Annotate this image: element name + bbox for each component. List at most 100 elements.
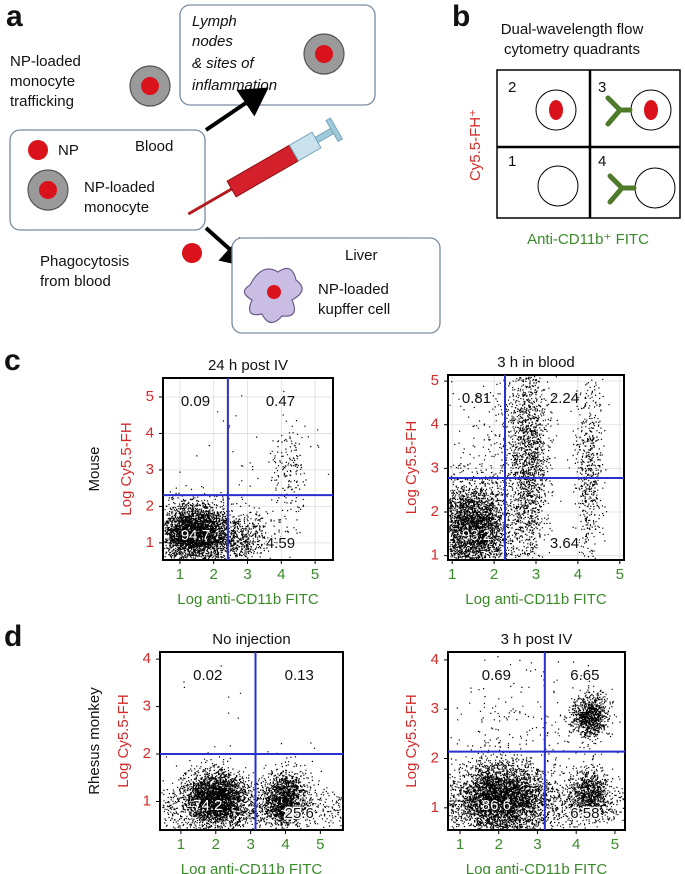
quadrant-value: 0.02: [193, 667, 222, 684]
y-tick-label: 4: [431, 651, 439, 668]
y-tick-label: 4: [431, 416, 439, 433]
x-tick-label: 1: [448, 566, 456, 583]
text-line: NP-loaded: [84, 179, 155, 196]
x-tick-label: 2: [490, 566, 498, 583]
x-axis-label: Log anti-CD11b FITC: [177, 591, 319, 608]
x-tick-label: 4: [572, 836, 580, 853]
panel-a: a NP-loaded monocyte trafficking Lymph n…: [6, 0, 441, 334]
y-tick-label: 1: [431, 547, 439, 564]
x-axis-label: Log anti-CD11b FITC: [465, 591, 607, 608]
plot-frame: [162, 377, 334, 561]
monocyte-icon: [129, 65, 171, 107]
cell-icon: [537, 165, 579, 207]
flow-plot: 1 2 3 4 5 1 2 3 4 5 24 h post IV Log anti-CD11b FIT…: [118, 357, 334, 608]
text-line: Dual-wavelength flow: [501, 21, 644, 38]
arrow: [204, 87, 269, 132]
x-tick-label: 5: [316, 836, 324, 853]
x-tick-label: 2: [210, 566, 218, 583]
y-tick-label: 3: [143, 698, 151, 715]
quadrant-value: 2.24: [550, 390, 579, 407]
x-tick-label: 3: [532, 566, 540, 583]
text-line: inflammation: [192, 77, 277, 94]
y-tick-label: 3: [146, 461, 154, 478]
quadrant-value: 0.13: [285, 667, 314, 684]
text-line: & sites of: [192, 55, 256, 72]
antibody-icon: [605, 95, 633, 127]
cell-events: [164, 390, 330, 560]
quadrant-value: 4.59: [266, 535, 295, 552]
np-icon: [644, 100, 658, 120]
axis-label: Cy5.5-FH⁺: [467, 109, 484, 181]
panel-label: c: [4, 344, 21, 377]
plot-frame: [159, 651, 344, 831]
text-line: NP-loaded: [318, 281, 389, 298]
cell-events: [161, 665, 342, 830]
quadrant-number: 4: [598, 153, 606, 170]
monocyte-icon: [27, 169, 69, 211]
panel-label: d: [4, 620, 22, 653]
text-line: monocyte: [10, 73, 75, 90]
x-axis-label: Log anti-CD11b FITC: [181, 861, 323, 874]
panel-label: b: [452, 0, 470, 33]
text-line: NP-loaded: [10, 53, 81, 70]
y-tick-label: 1: [143, 792, 151, 809]
text-line: kupffer cell: [318, 301, 390, 318]
quadrant-value: 6.65: [570, 667, 599, 684]
panel-label: a: [6, 0, 23, 33]
y-tick-label: 2: [143, 745, 151, 762]
syringe: [187, 117, 344, 216]
panel-b: b Dual-wavelength flow cytometry quadran…: [452, 0, 681, 248]
x-tick-label: 4: [277, 566, 285, 583]
x-tick-label: 3: [246, 836, 254, 853]
monocyte-icon: [303, 33, 345, 75]
y-tick-label: 1: [431, 799, 439, 816]
x-tick-label: 4: [281, 836, 289, 853]
quadrant-value: 6.58: [570, 805, 599, 822]
y-tick-label: 2: [431, 503, 439, 520]
quadrant-value: 0.09: [181, 393, 210, 410]
y-tick-label: 3: [431, 459, 439, 476]
y-tick-label: 4: [143, 650, 151, 667]
quadrant-value: 0.81: [462, 390, 491, 407]
x-tick-label: 4: [574, 566, 582, 583]
quadrant-value: 86.6: [482, 797, 511, 814]
text-line: NP: [58, 142, 79, 159]
cell-events: [449, 376, 610, 560]
y-axis-label: Log Cy5.5-FH: [403, 421, 420, 514]
np-icon: [182, 243, 202, 263]
x-tick-label: 5: [616, 566, 624, 583]
y-tick-label: 1: [146, 534, 154, 551]
text-line: monocyte: [84, 199, 149, 216]
y-tick-label: 2: [431, 749, 439, 766]
x-tick-label: 2: [495, 836, 503, 853]
text-line: from blood: [40, 273, 111, 290]
row-label: Rhesus monkey: [86, 687, 103, 795]
text-line: Lymph: [192, 13, 237, 30]
lymph-box: [179, 4, 376, 106]
x-tick-label: 3: [533, 836, 541, 853]
text-line: cytometry quadrants: [504, 41, 640, 58]
plot-title: 3 h post IV: [501, 631, 573, 648]
text-line: trafficking: [10, 93, 74, 110]
y-axis-label: Log Cy5.5-FH: [118, 422, 135, 515]
quadrant-value: 25.6: [285, 805, 314, 822]
np-icon: [267, 285, 281, 299]
y-tick-label: 3: [431, 700, 439, 717]
y-tick-label: 2: [146, 497, 154, 514]
flow-plot: 1 2 3 4 5 1 2 3 4 No injection Log anti-CD11b FITC…: [115, 631, 344, 874]
axis-label: Anti-CD11b⁺ FITC: [527, 231, 649, 248]
y-tick-label: 4: [146, 424, 154, 441]
x-tick-label: 5: [611, 836, 619, 853]
y-axis-label: Log Cy5.5-FH: [115, 694, 132, 787]
text-line: Blood: [135, 138, 173, 155]
row-label: Mouse: [86, 446, 103, 491]
quadrant-value: 93.2: [462, 527, 491, 544]
quadrant-number: 1: [508, 153, 516, 170]
flow-plot: 1 2 3 4 5 1 2 3 4 3 h post IV Log anti-CD11b FITC L…: [403, 631, 626, 874]
flow-plot: 1 2 3 4 5 1 2 3 4 5 3 h in blood Log anti-CD11b FIT…: [403, 354, 625, 608]
x-tick-label: 2: [212, 836, 220, 853]
cell-icon: [634, 167, 676, 209]
quadrant-value: 0.69: [482, 667, 511, 684]
y-axis-label: Log Cy5.5-FH: [403, 694, 420, 787]
